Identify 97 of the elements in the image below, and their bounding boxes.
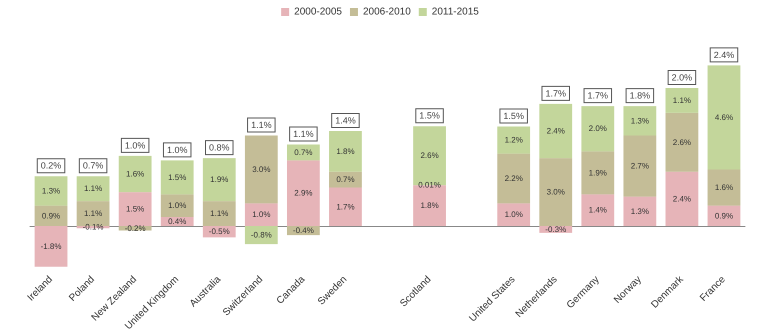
- annotation: 0.2%: [40, 160, 62, 171]
- annotation: 1.5%: [503, 110, 524, 121]
- data-label: 1.6%: [126, 169, 144, 178]
- data-label: 2.4%: [546, 126, 565, 136]
- bar: [329, 188, 362, 226]
- annotation: 2.4%: [714, 50, 734, 60]
- data-label: 0.9%: [42, 211, 60, 220]
- bar: [118, 156, 152, 192]
- bar: [497, 203, 530, 226]
- data-label: 1.5%: [168, 172, 186, 182]
- bar: [160, 160, 194, 194]
- annotation: 1.0%: [124, 140, 146, 150]
- bar: [497, 154, 530, 204]
- bar: [623, 136, 656, 197]
- data-label: 2.2%: [504, 174, 523, 184]
- bar: [581, 194, 614, 226]
- bar: [708, 206, 740, 226]
- bar: [34, 176, 68, 206]
- data-label: -0.1%: [82, 222, 104, 232]
- annotation: 1.5%: [419, 110, 440, 121]
- data-label: 1.0%: [504, 210, 523, 220]
- bar: [286, 160, 320, 226]
- data-label: 1.5%: [126, 204, 144, 214]
- data-label: 4.6%: [714, 112, 734, 122]
- annotation: 2.0%: [672, 72, 692, 82]
- annotation: 1.7%: [545, 88, 566, 98]
- bar: [539, 104, 572, 158]
- bar: [666, 88, 698, 113]
- data-label: 2.6%: [420, 151, 439, 160]
- data-label: 1.1%: [84, 209, 102, 218]
- annotation: 1.1%: [251, 120, 272, 130]
- data-label: 1.3%: [42, 186, 60, 196]
- data-label: 2.9%: [294, 188, 312, 198]
- data-label: 1.2%: [504, 136, 523, 145]
- legend-label: 2011-2015: [432, 6, 480, 18]
- data-label: 1.9%: [588, 168, 607, 178]
- bar: [581, 151, 614, 194]
- annotation: 1.8%: [630, 90, 650, 101]
- bar: [497, 126, 530, 154]
- data-label: 1.6%: [714, 183, 734, 192]
- data-label: 1.0%: [252, 210, 270, 220]
- bar: [244, 136, 278, 204]
- data-label: 1.3%: [630, 206, 649, 216]
- bar: [666, 112, 698, 172]
- annotation: 1.4%: [335, 115, 356, 126]
- data-label: 1.3%: [630, 116, 649, 126]
- data-label: 2.7%: [630, 162, 649, 171]
- bar: [539, 158, 572, 226]
- data-label: 0.7%: [294, 148, 312, 157]
- bar: [623, 106, 656, 136]
- bar: [160, 194, 194, 217]
- bar: [244, 203, 278, 226]
- data-label: -0.2%: [124, 224, 146, 233]
- data-label: 3.0%: [252, 164, 270, 174]
- data-label: 1.1%: [210, 209, 228, 218]
- bar: [202, 201, 236, 226]
- annotation: 1.1%: [293, 129, 314, 140]
- annotation: 0.7%: [82, 160, 104, 171]
- legend-label: 2006-2010: [362, 6, 412, 18]
- data-label: 1.7%: [336, 202, 355, 212]
- annotation: 0.8%: [209, 142, 230, 153]
- data-label: 2.0%: [588, 124, 607, 134]
- bar: [34, 226, 68, 267]
- bar: [76, 176, 110, 202]
- data-label: -0.3%: [545, 224, 566, 234]
- annotation: 1.7%: [588, 90, 608, 101]
- data-label: 2.4%: [672, 194, 692, 204]
- data-label: 1.0%: [168, 201, 186, 210]
- bar: [329, 172, 362, 188]
- bar: [581, 106, 614, 152]
- data-label: 1.8%: [420, 201, 439, 210]
- data-label: 1.1%: [84, 184, 102, 194]
- legend-label: 2000-2005: [294, 6, 342, 18]
- data-label: 3.0%: [546, 188, 565, 197]
- data-label: 0.9%: [714, 211, 734, 220]
- data-label: -0.5%: [208, 227, 230, 236]
- bar: [329, 130, 362, 172]
- bar: [286, 144, 320, 160]
- bar: [34, 206, 68, 226]
- data-label: 2.6%: [672, 138, 692, 147]
- annotation: 1.0%: [166, 144, 188, 155]
- data-label: -0.8%: [250, 230, 272, 240]
- data-label: 1.1%: [672, 96, 692, 105]
- bar: [623, 196, 656, 226]
- data-label: -1.8%: [40, 242, 62, 251]
- data-label: 0.7%: [336, 175, 355, 184]
- data-label: 1.4%: [588, 206, 607, 215]
- data-label: 1.8%: [336, 146, 355, 156]
- data-label: -0.4%: [292, 226, 314, 236]
- bar: [708, 169, 740, 206]
- bar: [202, 158, 236, 202]
- data-label: 0.4%: [168, 217, 186, 226]
- bar: [118, 192, 152, 226]
- data-label: 0.01%: [418, 180, 441, 190]
- bar: [708, 65, 740, 170]
- bar: [666, 172, 698, 226]
- data-label: 1.9%: [210, 175, 228, 184]
